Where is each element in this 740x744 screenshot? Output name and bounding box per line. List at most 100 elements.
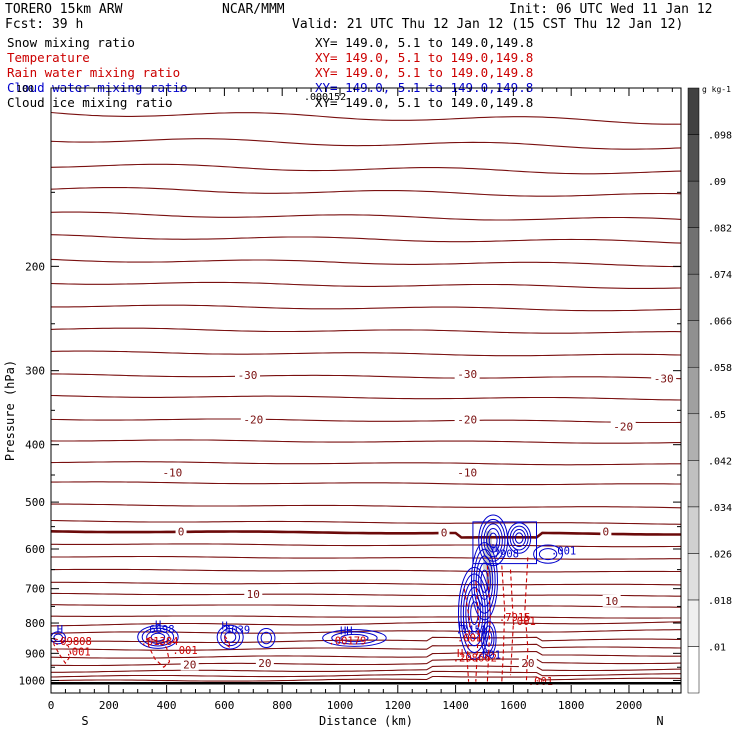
isotherm-line xyxy=(50,629,681,634)
isotherm-line xyxy=(51,304,682,312)
isotherm-label-bg xyxy=(438,526,450,539)
isotherm-label-bg xyxy=(255,656,274,669)
y-tick-label: 800 xyxy=(25,617,45,630)
y-tick-label: 300 xyxy=(25,365,45,378)
rain-contour xyxy=(509,569,514,676)
colorbar-segment xyxy=(687,134,700,182)
y-tick-label: 700 xyxy=(25,583,45,596)
x-tick-label: 0 xyxy=(48,699,55,712)
cloud-water-cell xyxy=(141,627,175,647)
isotherm-line xyxy=(51,481,681,486)
cloud-water-cell xyxy=(340,633,369,643)
isotherm-line xyxy=(50,234,682,244)
isotherm-line xyxy=(51,665,682,673)
isotherm-label: -10 xyxy=(457,467,477,480)
y-tick-label: 500 xyxy=(25,496,45,509)
isotherm-label: -20 xyxy=(613,421,633,434)
colorbar-segment xyxy=(687,460,700,508)
right-end-label: N xyxy=(656,714,663,728)
cloud-water-cell xyxy=(220,628,240,647)
isotherm-line xyxy=(50,394,682,401)
field-name: Cloud ice mixing ratio xyxy=(7,95,173,110)
cloud-water-cell xyxy=(514,532,524,544)
isotherm-label: -10 xyxy=(162,467,182,480)
isotherm-label-bg xyxy=(518,656,537,669)
y-tick-label: 900 xyxy=(25,647,45,660)
isotherm-line xyxy=(51,555,681,560)
cloud-water-label: HH xyxy=(340,626,353,638)
cloud-water-label: H xyxy=(222,621,228,633)
x-tick-label: 1400 xyxy=(442,699,469,712)
isotherm-label-bg xyxy=(600,525,612,538)
axes: 0 200 400 600 800 1000 1200 1400 1600 1800 2000200… xyxy=(3,87,682,728)
rain-label: .208662 xyxy=(453,652,497,664)
y-tick-label: 600 xyxy=(25,543,45,556)
field-xy-range: XY= 149.0, 5.1 to 149.0,149.8 xyxy=(315,95,533,110)
cloud-water-cell xyxy=(473,548,496,614)
isotherm-line xyxy=(51,615,681,619)
rain-water-contours: .09808.001.01384.001.00179.7915.001.001H… xyxy=(53,557,553,688)
colorbar-level-label: .01 xyxy=(708,642,726,653)
colorbar-level-label: .034 xyxy=(708,503,732,514)
colorbar-level-label: .09 xyxy=(708,177,726,188)
isotherm-line xyxy=(50,186,682,197)
rain-contour xyxy=(524,557,529,682)
isotherm-label: 0 xyxy=(178,525,185,538)
isotherm-label: 10 xyxy=(247,588,260,601)
x-axis-label: Distance (km) xyxy=(319,714,413,728)
zero-isotherm xyxy=(50,530,681,539)
cloud-water-cell xyxy=(257,627,276,649)
isotherm-line xyxy=(51,581,682,586)
colorbar-segment xyxy=(687,180,700,228)
isotherm-label: 10 xyxy=(605,595,618,608)
x-tick-label: 200 xyxy=(99,699,119,712)
colorbar-segment xyxy=(687,413,700,461)
cloud-water-cell xyxy=(224,631,237,643)
isotherm-label-bg xyxy=(240,413,266,426)
model-title: TORERO 15km ARW xyxy=(5,2,123,17)
field-name: Temperature xyxy=(7,50,90,65)
isotherm-line xyxy=(50,519,682,525)
isotherm-label-bg xyxy=(235,368,261,381)
isotherm-label: 0 xyxy=(603,525,610,538)
cloud-water-label: .001 xyxy=(551,545,576,557)
header-block: TORERO 15km ARW NCAR/MMM Init: 06 UTC Wed … xyxy=(5,2,713,110)
cloud-water-cell xyxy=(331,631,378,645)
overlap-label: 100 xyxy=(16,84,34,95)
field-xy-range: XY= 149.0, 5.1 to 149.0,149.8 xyxy=(315,35,533,50)
cloud-water-cell xyxy=(146,630,170,644)
rain-label: .001 xyxy=(65,647,90,659)
rain-contour xyxy=(486,565,491,682)
isotherm-line xyxy=(50,675,682,682)
isotherm-label: 0 xyxy=(441,527,448,540)
rain-label: H xyxy=(457,648,463,660)
cloud-water-outline xyxy=(472,521,538,565)
colorbar-level-label: .026 xyxy=(708,549,732,560)
left-end-label: S xyxy=(81,714,88,728)
cloud-water-cell xyxy=(216,624,244,650)
cloud-water-label: .7151 xyxy=(456,625,488,637)
cloud-water-label: .4039 xyxy=(219,625,251,637)
isotherm-label: 20 xyxy=(521,657,534,670)
isotherm-line xyxy=(50,350,682,357)
cloud-water-cell xyxy=(483,523,503,558)
rain-label: .01384 xyxy=(141,636,179,648)
rain-label: .001 xyxy=(457,633,482,645)
isotherm-label-bg xyxy=(454,368,480,381)
isotherm-label: -20 xyxy=(243,414,263,427)
colorbar-segment xyxy=(687,227,700,275)
cloud-water-cell xyxy=(150,632,166,642)
y-tick-label: 200 xyxy=(25,260,45,273)
field-xy-range: XY= 149.0, 5.1 to 149.0,149.8 xyxy=(315,50,533,65)
cloud-water-label: H xyxy=(57,624,63,636)
isotherm-line xyxy=(50,651,681,659)
colorbar-level-label: .05 xyxy=(708,410,726,421)
x-tick-label: 2000 xyxy=(616,699,643,712)
colorbar-units: g kg-1 xyxy=(702,85,731,94)
cloud-water-label: H xyxy=(155,620,161,632)
rain-contour xyxy=(501,565,506,682)
cloud-water-cell xyxy=(507,522,532,554)
